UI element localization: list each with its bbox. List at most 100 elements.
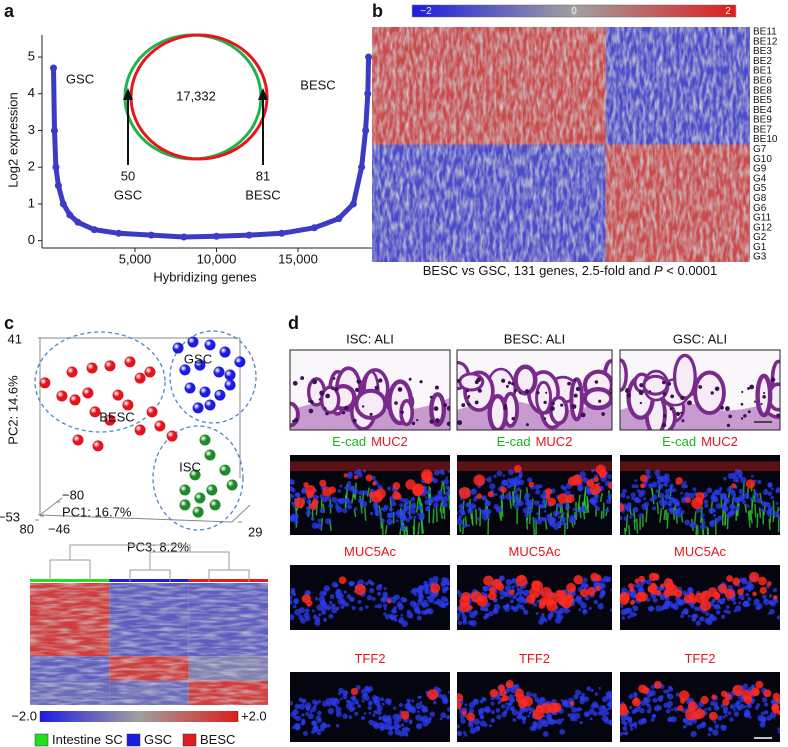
- nucleus: [445, 714, 450, 720]
- nucleus: [606, 474, 612, 480]
- nucleus: [771, 487, 774, 491]
- nucleus: [446, 406, 450, 411]
- nucleus: [432, 700, 437, 705]
- nucleus: [738, 488, 745, 495]
- nucleus: [380, 597, 384, 602]
- nucleus: [361, 405, 365, 408]
- nucleus: [633, 693, 638, 698]
- stain: [647, 586, 654, 593]
- nucleus: [533, 500, 539, 506]
- nucleus: [646, 579, 652, 585]
- annotation: GSC: [66, 71, 94, 86]
- nucleus: [676, 597, 682, 603]
- membrane: [528, 506, 532, 525]
- stain: [660, 583, 665, 588]
- nucleus: [417, 598, 424, 606]
- nucleus: [317, 518, 322, 523]
- nucleus: [620, 515, 623, 521]
- nucleus: [749, 384, 755, 390]
- nucleus: [346, 504, 353, 510]
- nucleus: [742, 577, 747, 583]
- nucleus: [735, 605, 742, 612]
- stain-name: TFF2: [684, 651, 715, 666]
- nucleus: [490, 701, 495, 706]
- nucleus: [318, 729, 321, 732]
- nucleus: [565, 501, 569, 505]
- stain: [773, 595, 778, 600]
- nucleus: [474, 725, 481, 732]
- legend-label: Intestine SC: [52, 732, 123, 747]
- stain: [732, 684, 744, 697]
- nucleus: [445, 491, 450, 497]
- nucleus: [626, 393, 631, 398]
- nucleus: [741, 390, 744, 394]
- nucleus: [542, 731, 549, 737]
- membrane: [366, 487, 370, 497]
- nucleus: [620, 732, 623, 737]
- nucleus: [594, 380, 599, 384]
- stain: [500, 486, 507, 494]
- nucleus: [321, 509, 325, 513]
- row-label: BE10: [753, 134, 778, 145]
- nucleus: [652, 714, 656, 718]
- nucleus: [620, 608, 628, 616]
- group-label: GSC: [184, 351, 212, 366]
- nucleus: [609, 392, 612, 395]
- nucleus: [290, 515, 296, 522]
- nucleus: [399, 497, 405, 502]
- point: [192, 402, 204, 414]
- nucleus: [708, 727, 713, 732]
- nucleus: [348, 715, 353, 719]
- nucleus: [410, 707, 417, 714]
- nucleus: [689, 523, 693, 528]
- stain-name: MUC5Ac: [674, 544, 727, 559]
- nucleus: [763, 509, 767, 513]
- point: [146, 406, 158, 418]
- membrane: [415, 497, 420, 513]
- nucleus: [335, 711, 342, 717]
- nucleus: [445, 485, 450, 491]
- nucleus: [368, 700, 373, 705]
- nucleus: [755, 605, 761, 611]
- nucleus: [358, 490, 364, 496]
- nucleus: [632, 605, 636, 609]
- nucleus: [726, 512, 732, 518]
- nucleus: [536, 512, 540, 516]
- nucleus: [705, 611, 710, 616]
- nucleus: [368, 587, 375, 594]
- nucleus: [462, 523, 467, 528]
- nucleus: [447, 470, 450, 474]
- stain: [566, 494, 575, 504]
- stain-name: MUC2: [701, 434, 738, 449]
- point: [115, 229, 123, 237]
- stain: [638, 575, 646, 583]
- nucleus: [537, 724, 542, 730]
- stain: [638, 592, 648, 602]
- nucleus: [400, 613, 404, 617]
- nucleus: [433, 601, 437, 605]
- nucleus: [524, 708, 529, 713]
- nucleus: [397, 387, 403, 392]
- micrograph: [457, 350, 612, 430]
- point: [86, 362, 98, 374]
- nucleus: [382, 603, 388, 608]
- nucleus: [497, 508, 501, 512]
- nucleus: [763, 710, 768, 714]
- nucleus: [509, 599, 514, 604]
- nucleus: [543, 509, 547, 513]
- nucleus: [743, 711, 751, 718]
- point: [362, 126, 370, 134]
- nucleus: [335, 502, 339, 506]
- nucleus: [325, 411, 329, 416]
- nucleus: [770, 377, 776, 383]
- nucleus: [687, 587, 692, 592]
- stain: [552, 702, 562, 713]
- panel-label: d: [288, 313, 299, 333]
- nucleus: [489, 483, 496, 490]
- nucleus: [772, 511, 779, 517]
- stain: [694, 592, 706, 604]
- stain-label: TFF2: [354, 651, 385, 666]
- nucleus: [663, 482, 668, 487]
- nucleus: [331, 496, 338, 503]
- stain-name: E-cad: [662, 434, 696, 449]
